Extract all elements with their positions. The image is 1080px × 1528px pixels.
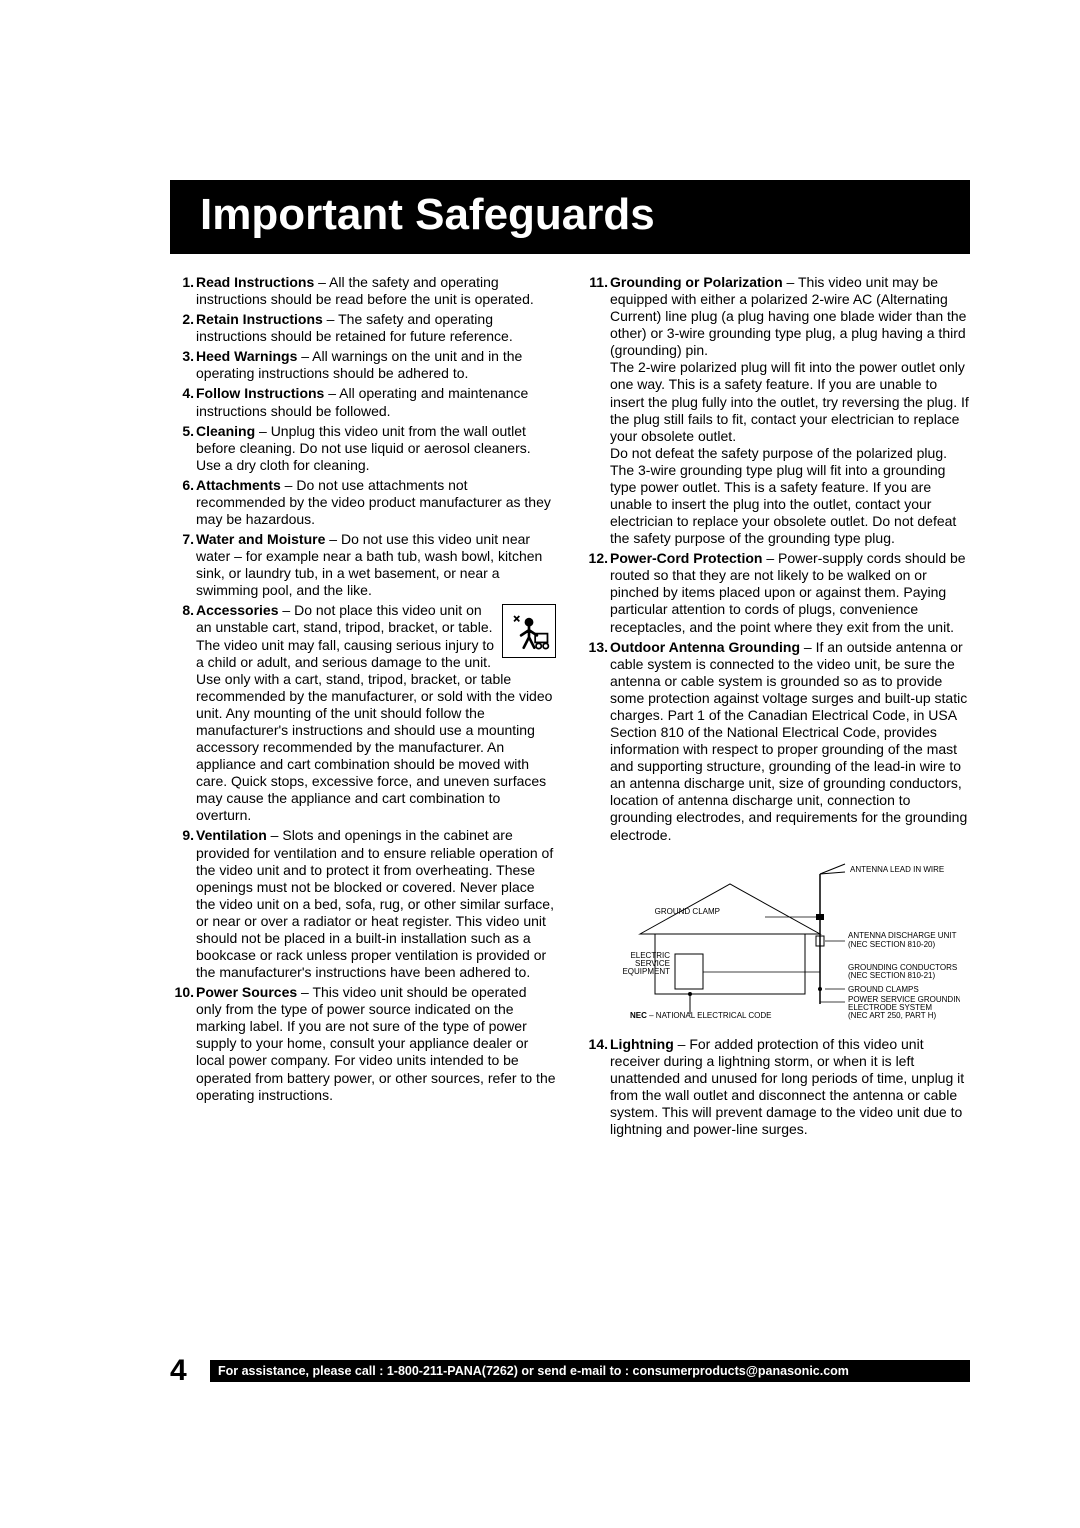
item-number: 8. <box>170 602 194 619</box>
cart-tip-over-icon <box>502 604 556 658</box>
svg-text:GROUND CLAMP: GROUND CLAMP <box>655 907 720 916</box>
item-title: Heed Warnings <box>196 348 297 364</box>
item-body: Attachments – Do not use attachments not… <box>196 477 556 528</box>
page-title-bar: Important Safeguards <box>170 180 970 254</box>
item-title: Ventilation <box>196 827 267 843</box>
page-title: Important Safeguards <box>200 190 655 239</box>
item-title: Cleaning <box>196 423 255 439</box>
item-body: Read Instructions – All the safety and o… <box>196 274 556 308</box>
svg-text:(NEC SECTION 810-20): (NEC SECTION 810-20) <box>848 940 935 949</box>
item-number: 13. <box>584 639 608 656</box>
item-title: Power Sources <box>196 984 297 1000</box>
content-columns: 1.Read Instructions – All the safety and… <box>170 274 970 1141</box>
page-number: 4 <box>170 1354 210 1388</box>
left-column: 1.Read Instructions – All the safety and… <box>170 274 556 1141</box>
item-extra-paragraph: The 3-wire grounding type plug will fit … <box>610 462 970 547</box>
item-number: 12. <box>584 550 608 567</box>
item-extra-paragraph: Do not defeat the safety purpose of the … <box>610 445 970 462</box>
safeguard-item: 8. Accessories – Do not place this video… <box>196 602 556 824</box>
safeguard-item: 2.Retain Instructions – The safety and o… <box>196 311 556 345</box>
item-number: 14. <box>584 1036 608 1053</box>
safeguards-list-right: 11.Grounding or Polarization – This vide… <box>584 274 970 1138</box>
item-text: – If an outside antenna or cable system … <box>610 639 967 843</box>
item-title: Water and Moisture <box>196 531 325 547</box>
item-number: 3. <box>170 348 194 365</box>
item-number: 10. <box>170 984 194 1001</box>
item-body: Cleaning – Unplug this video unit from t… <box>196 423 556 474</box>
item-number: 5. <box>170 423 194 440</box>
svg-text:(NEC SECTION 810-21): (NEC SECTION 810-21) <box>848 971 935 980</box>
item-number: 7. <box>170 531 194 548</box>
item-body: Heed Warnings – All warnings on the unit… <box>196 348 556 382</box>
safeguard-item: 10.Power Sources – This video unit shoul… <box>196 984 556 1104</box>
safeguard-item: 9.Ventilation – Slots and openings in th… <box>196 827 556 981</box>
svg-text:GROUND CLAMPS: GROUND CLAMPS <box>848 985 919 994</box>
footer-row: 4 For assistance, please call : 1-800-21… <box>170 1354 970 1388</box>
item-title: Accessories <box>196 602 279 618</box>
item-number: 4. <box>170 385 194 402</box>
item-text: – Slots and openings in the cabinet are … <box>196 827 554 980</box>
right-column: 11.Grounding or Polarization – This vide… <box>584 274 970 1141</box>
safeguard-item: 3.Heed Warnings – All warnings on the un… <box>196 348 556 382</box>
item-body: Ventilation – Slots and openings in the … <box>196 827 556 981</box>
item-title: Follow Instructions <box>196 385 324 401</box>
svg-text:NEC – NATIONAL ELECTRICAL CODE: NEC – NATIONAL ELECTRICAL CODE <box>630 1011 772 1020</box>
svg-text:EQUIPMENT: EQUIPMENT <box>622 967 670 976</box>
item-text: – This video unit should be operated onl… <box>196 984 556 1102</box>
svg-text:(NEC ART 250, PART H): (NEC ART 250, PART H) <box>848 1011 937 1020</box>
safeguard-item: 6.Attachments – Do not use attachments n… <box>196 477 556 528</box>
footer-text: For assistance, please call : 1-800-211-… <box>218 1364 849 1378</box>
item-title: Grounding or Polarization <box>610 274 783 290</box>
footer-assistance-bar: For assistance, please call : 1-800-211-… <box>210 1360 970 1382</box>
svg-text:ANTENNA DISCHARGE UNIT: ANTENNA DISCHARGE UNIT <box>848 931 957 940</box>
item-body: Power-Cord Protection – Power-supply cor… <box>610 550 970 635</box>
item-number: 6. <box>170 477 194 494</box>
item-title: Power-Cord Protection <box>610 550 762 566</box>
item-title: Attachments <box>196 477 281 493</box>
item-title: Read Instructions <box>196 274 314 290</box>
item-extra-paragraph: The 2-wire polarized plug will fit into … <box>610 359 970 444</box>
item-body: Outdoor Antenna Grounding – If an outsid… <box>610 639 970 844</box>
item-number: 11. <box>584 274 608 291</box>
item-body: Follow Instructions – All operating and … <box>196 385 556 419</box>
item-body: Accessories – Do not place this video un… <box>196 602 556 824</box>
safeguard-item: 14.Lightning – For added protection of t… <box>610 1036 970 1138</box>
safeguard-item: 11.Grounding or Polarization – This vide… <box>610 274 970 547</box>
item-title: Outdoor Antenna Grounding <box>610 639 800 655</box>
item-title: Lightning <box>610 1036 674 1052</box>
item-body: Water and Moisture – Do not use this vid… <box>196 531 556 599</box>
item-body: Grounding or Polarization – This video u… <box>610 274 970 547</box>
item-body: Lightning – For added protection of this… <box>610 1036 970 1138</box>
safeguard-item: 1.Read Instructions – All the safety and… <box>196 274 556 308</box>
item-number: 1. <box>170 274 194 291</box>
safeguard-item: 13.Outdoor Antenna Grounding – If an out… <box>610 639 970 1024</box>
item-number: 2. <box>170 311 194 328</box>
safeguard-item: 4.Follow Instructions – All operating an… <box>196 385 556 419</box>
item-body: Retain Instructions – The safety and ope… <box>196 311 556 345</box>
safeguards-list-left: 1.Read Instructions – All the safety and… <box>170 274 556 1104</box>
svg-text:ANTENNA LEAD IN WIRE: ANTENNA LEAD IN WIRE <box>850 865 944 874</box>
safeguard-item: 12.Power-Cord Protection – Power-supply … <box>610 550 970 635</box>
item-title: Retain Instructions <box>196 311 323 327</box>
item-text: – Do not place this video unit on an uns… <box>196 602 552 823</box>
item-body: Power Sources – This video unit should b… <box>196 984 556 1104</box>
safeguard-item: 5.Cleaning – Unplug this video unit from… <box>196 423 556 474</box>
safeguard-item: 7.Water and Moisture – Do not use this v… <box>196 531 556 599</box>
item-number: 9. <box>170 827 194 844</box>
document-page: Important Safeguards 1.Read Instructions… <box>0 0 1080 1528</box>
antenna-grounding-diagram: ANTENNA LEAD IN WIRE GROUND CLAMP ANTENN… <box>610 854 970 1024</box>
